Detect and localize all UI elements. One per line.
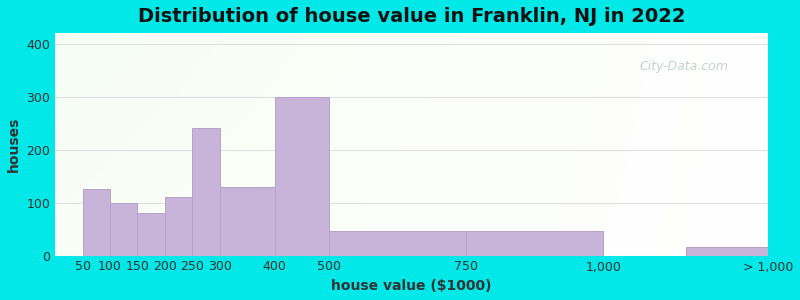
Text: City-Data.com: City-Data.com (639, 60, 729, 73)
Bar (82, 189, 110, 256)
Bar (165, 197, 192, 256)
Bar (192, 128, 220, 256)
Y-axis label: houses: houses (7, 117, 21, 172)
Bar (330, 231, 466, 256)
Title: Distribution of house value in Franklin, NJ in 2022: Distribution of house value in Franklin,… (138, 7, 686, 26)
Bar (138, 213, 165, 256)
Bar (686, 247, 768, 256)
Bar (220, 187, 274, 256)
Bar (466, 231, 603, 256)
X-axis label: house value ($1000): house value ($1000) (331, 279, 492, 293)
Bar (274, 97, 330, 256)
Bar (110, 202, 138, 256)
